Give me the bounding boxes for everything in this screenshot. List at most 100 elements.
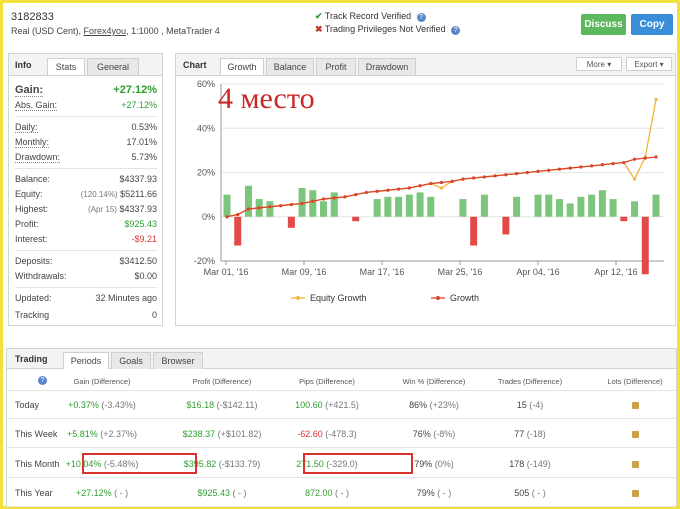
growth-point [375, 189, 379, 193]
divider [15, 116, 157, 117]
daily-bar [620, 216, 628, 222]
deposits-value: $3412.50 [119, 256, 157, 266]
help-icon[interactable]: ? [416, 13, 426, 22]
growth-point [557, 167, 562, 171]
more-dropdown[interactable]: More ▾ [576, 57, 622, 71]
growth-point [300, 201, 304, 206]
growth-chart: 60% 40% 20% 0% -20%Mar 01, '16 Mar 09, '16 Mar… [194, 79, 664, 303]
interest-label: Interest: [15, 234, 48, 244]
help-icon[interactable]: ? [38, 376, 47, 385]
column-header: Trades (Difference) [497, 377, 563, 386]
copy-button[interactable]: Copy [631, 14, 673, 35]
column-header: Win % (Difference) [402, 377, 466, 386]
gain-label: Gain: [15, 84, 44, 97]
tab-profit[interactable]: Profit [316, 58, 356, 75]
x-tick-label: Mar 25, '16 [438, 267, 483, 277]
export-label: Export [634, 60, 658, 69]
tab-stats[interactable]: Stats [47, 58, 85, 75]
gain-value: +27.12% [113, 84, 157, 96]
pips-difference: (-329.0) [323, 459, 358, 469]
drawdown-row: Drawdown: 5.73% [15, 152, 157, 164]
export-dropdown[interactable]: Export ▾ [626, 57, 672, 71]
gain-value: +27.12% [75, 488, 112, 498]
y-tick-label: 60% [197, 79, 215, 89]
gain-difference: (-3.43%) [98, 400, 136, 410]
pips-difference: (-478.3) [322, 429, 357, 439]
gain-value: +0.37% [68, 400, 99, 410]
x-tick-label: Mar 17, '16 [360, 267, 405, 277]
row-divider [7, 477, 676, 478]
daily-bar [427, 196, 435, 217]
row-divider [7, 418, 676, 419]
growth-point [386, 188, 390, 192]
win-value: 79% [414, 459, 433, 469]
track-record-label: Track Record Verified [324, 11, 412, 21]
chart-panel: Chart Growth Balance Profit Drawdown Mor… [175, 53, 676, 326]
growth-point [482, 175, 486, 179]
pips-value: 100.60 [295, 400, 323, 410]
track-record-status: ✔ Track Record Verified ? [315, 11, 426, 22]
growth-point [493, 174, 497, 178]
chevron-down-icon: ▾ [607, 60, 612, 69]
tracking-row: Tracking 0 [15, 310, 157, 322]
growth-point [343, 195, 347, 199]
growth-point [397, 187, 401, 191]
broker-link[interactable]: Forex4you [83, 26, 127, 36]
gain-difference: ( - ) [111, 488, 129, 498]
row-divider [7, 447, 676, 448]
growth-point [461, 177, 465, 181]
profit-row: Profit: $925.43 [15, 219, 157, 231]
account-type: Real (USD Cent), [11, 26, 84, 36]
profit-value: $925.43 [124, 219, 157, 229]
daily-bar [287, 216, 295, 228]
gain-value: +5.81% [66, 429, 98, 439]
y-tick-label: 0% [202, 212, 215, 222]
win-cell: 79% (0%) [374, 459, 494, 469]
x-tick-label: Mar 01, '16 [204, 267, 249, 277]
account-id: 3182833 [11, 11, 54, 23]
tab-periods[interactable]: Periods [63, 352, 109, 369]
divider [15, 250, 157, 251]
daily-bar [480, 194, 488, 217]
daily-row: Daily: 0.53% [15, 122, 157, 134]
lock-icon [632, 402, 639, 409]
tab-balance[interactable]: Balance [266, 58, 314, 75]
growth-point [407, 186, 411, 190]
profit-label: Profit: [15, 219, 39, 229]
trading-title: Trading [15, 354, 48, 364]
profit-value: $16.18 [186, 400, 215, 410]
trading-privileges-label: Trading Privileges Not Verified [324, 24, 446, 34]
tab-growth[interactable]: Growth [220, 58, 264, 75]
more-label: More [586, 60, 605, 69]
trades-difference: (-4) [526, 400, 544, 410]
column-header: Lots (Difference) [607, 377, 663, 386]
discuss-button[interactable]: Discuss [581, 14, 626, 35]
equity-percent: (120.14%) [80, 190, 118, 199]
growth-point [354, 193, 358, 197]
growth-point [547, 168, 551, 172]
tab-general[interactable]: General [87, 58, 139, 75]
tab-browser[interactable]: Browser [153, 352, 203, 369]
gain-cell: +0.37% (-3.43%) [42, 400, 162, 410]
daily-bar [244, 185, 252, 217]
profit-difference: (-$133.79) [216, 459, 261, 469]
trades-difference: (-149) [524, 459, 551, 469]
balance-value: $4337.93 [119, 174, 157, 184]
growth-point [225, 215, 229, 219]
pips-value: -62.60 [297, 429, 323, 439]
tab-goals[interactable]: Goals [111, 352, 151, 369]
win-difference: (-8%) [430, 429, 456, 439]
daily-bar [384, 196, 392, 217]
growth-point [472, 176, 476, 180]
info-title: Info [15, 60, 32, 70]
profit-cell: $238.37 (+$101.82) [162, 429, 282, 439]
growth-point [611, 162, 615, 166]
help-icon[interactable]: ? [451, 26, 461, 35]
monthly-value: 17.01% [126, 137, 157, 147]
tab-drawdown[interactable]: Drawdown [358, 58, 416, 75]
pips-cell: 872.00 ( - ) [267, 488, 387, 498]
growth-point [236, 212, 240, 217]
balance-row: Balance: $4337.93 [15, 174, 157, 186]
growth-point [579, 165, 583, 169]
trading-tabbar: Trading Periods Goals Browser [7, 349, 676, 369]
